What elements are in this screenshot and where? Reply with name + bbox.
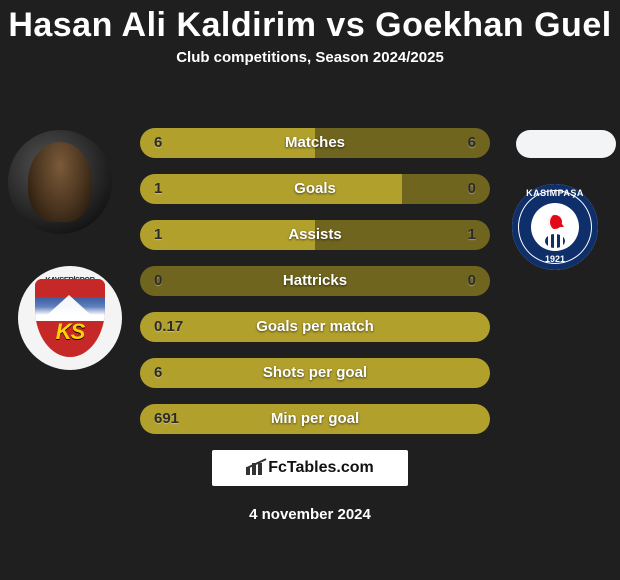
fctables-logo-icon [246, 461, 264, 475]
club-right-badge: KASIMPAŞA 1921 [512, 184, 598, 270]
stat-label: Goals per match [140, 312, 490, 342]
club-right-ring-text: KASIMPAŞA [512, 188, 598, 198]
subtitle: Club competitions, Season 2024/2025 [0, 49, 620, 66]
stat-row: 691Min per goal [140, 404, 490, 434]
stat-label: Assists [140, 220, 490, 250]
stat-row: 66Matches [140, 128, 490, 158]
page-title: Hasan Ali Kaldirim vs Goekhan Guel [0, 6, 620, 45]
branding-text: FcTables.com [268, 459, 374, 477]
stat-row: 10Goals [140, 174, 490, 204]
stat-bars: 66Matches 10Goals 11Assists 00Hattricks 0.17… [140, 128, 490, 450]
stat-label: Goals [140, 174, 490, 204]
stat-label: Matches [140, 128, 490, 158]
stat-label: Hattricks [140, 266, 490, 296]
stat-row: 0.17Goals per match [140, 312, 490, 342]
comparison-card: Hasan Ali Kaldirim vs Goekhan Guel Club … [0, 6, 620, 580]
club-left-mono: KS [25, 319, 115, 345]
stat-row: 00Hattricks [140, 266, 490, 296]
branding-box: FcTables.com [212, 450, 408, 486]
club-left-badge: KAYSERİSPOR KS [18, 266, 122, 370]
stat-row: 6Shots per goal [140, 358, 490, 388]
stat-label: Min per goal [140, 404, 490, 434]
stat-label: Shots per goal [140, 358, 490, 388]
club-right-year: 1921 [512, 254, 598, 264]
date-label: 4 november 2024 [0, 506, 620, 523]
player-left-photo [8, 130, 112, 234]
player-right-photo [516, 130, 616, 158]
stat-row: 11Assists [140, 220, 490, 250]
club-right-inner-icon [531, 203, 579, 251]
club-left-shield-icon [35, 279, 105, 357]
